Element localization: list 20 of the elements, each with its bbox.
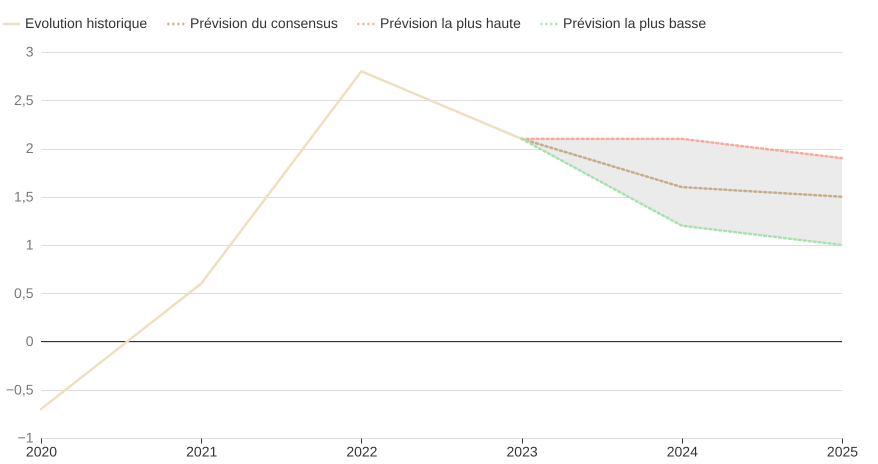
y-tick-label: −1 <box>18 430 34 446</box>
legend-label: Evolution historique <box>25 15 148 31</box>
legend-label: Prévision la plus basse <box>563 15 706 31</box>
y-tick-label: 0 <box>26 333 34 349</box>
line-series <box>40 70 523 410</box>
x-tick-label: 2023 <box>506 444 538 460</box>
y-tick-label: 1 <box>26 236 34 252</box>
legend-label: Prévision la plus haute <box>380 15 522 31</box>
y-tick-label: 2 <box>26 140 34 156</box>
y-tick-label: 2,5 <box>14 92 34 108</box>
x-tick-label: 2020 <box>26 444 58 460</box>
y-tick-label: −0,5 <box>6 381 34 398</box>
x-tick-label: 2025 <box>826 444 858 460</box>
y-tick-label: 0,5 <box>14 284 34 301</box>
x-tick-label: 2024 <box>666 444 698 460</box>
legend-label: Prévision du consensus <box>190 15 338 31</box>
y-tick-label: 1,5 <box>14 188 34 204</box>
x-tick-label: 2022 <box>346 444 378 460</box>
y-tick-label: 3 <box>26 44 34 60</box>
x-tick-label: 2021 <box>186 444 218 460</box>
